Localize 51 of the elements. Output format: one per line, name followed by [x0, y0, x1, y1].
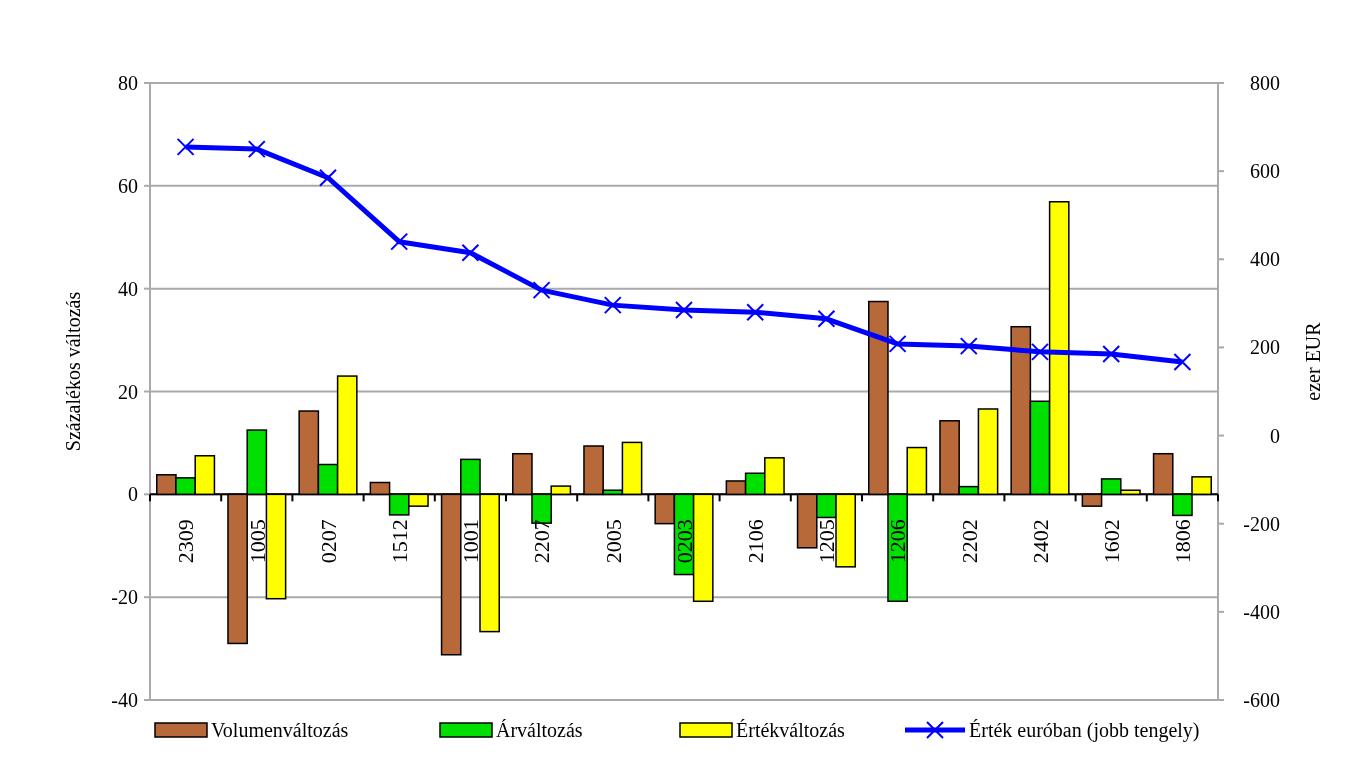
- point: [888, 334, 907, 353]
- y2-tick-label: 600: [1250, 160, 1280, 183]
- y-tick-label: 40: [118, 277, 138, 300]
- y-tick-label: 80: [118, 72, 138, 94]
- point: [461, 243, 480, 262]
- point: [532, 281, 551, 300]
- point: [319, 168, 337, 187]
- point: [1173, 352, 1192, 371]
- y2-tick-label: 400: [1250, 248, 1280, 271]
- x-tick-label: 1205: [814, 519, 840, 564]
- x-tick-label: 1206: [885, 519, 911, 564]
- y2-axis-title: ezer EUR: [1302, 321, 1324, 401]
- point: [675, 300, 693, 319]
- x-tick-label: 1001: [458, 519, 484, 564]
- y-tick-label: -40: [111, 689, 138, 711]
- y-tick-label: 60: [118, 174, 138, 197]
- x-tick-label: 1602: [1098, 519, 1124, 564]
- point: [247, 140, 266, 159]
- x-tick-label: 0203: [671, 519, 697, 564]
- point: [1102, 345, 1121, 364]
- point: [176, 137, 195, 156]
- x-tick-label: 2402: [1027, 519, 1053, 564]
- y-tick-label: 20: [118, 380, 138, 403]
- x-tick-label: 1806: [1170, 519, 1196, 564]
- point: [1031, 342, 1049, 361]
- y-tick-label: 0: [128, 483, 138, 506]
- x-tick-label: 2202: [956, 519, 982, 564]
- y2-tick-label: -600: [1243, 689, 1280, 711]
- y2-tick-label: -400: [1243, 600, 1280, 623]
- legend-label: Érték euróban (jobb tengely): [969, 719, 1200, 742]
- x-tick-label: 2207: [529, 519, 555, 564]
- point: [817, 309, 836, 328]
- y-tick-label: -20: [111, 586, 138, 609]
- point: [746, 303, 765, 322]
- y2-tick-label: 200: [1250, 336, 1280, 359]
- point: [390, 232, 409, 251]
- x-tick-label: 0207: [315, 519, 341, 564]
- legend-label: Árváltozás: [496, 719, 583, 741]
- y2-tick-label: 800: [1250, 72, 1280, 94]
- x-tick-label: 1512: [386, 519, 412, 564]
- y2-tick-label: 0: [1270, 424, 1280, 447]
- legend-label: Volumenváltozás: [211, 719, 349, 741]
- y2-tick-label: -200: [1243, 512, 1280, 535]
- x-tick-label: 2106: [742, 519, 768, 564]
- x-tick-label: 2309: [173, 519, 199, 564]
- x-tick-label: 1005: [244, 519, 270, 564]
- point: [959, 337, 978, 356]
- x-tick-label: 2005: [600, 519, 626, 564]
- y-axis-title: Százalékos változás: [62, 291, 84, 452]
- point: [603, 296, 622, 315]
- legend-label: Értékváltozás: [736, 719, 846, 741]
